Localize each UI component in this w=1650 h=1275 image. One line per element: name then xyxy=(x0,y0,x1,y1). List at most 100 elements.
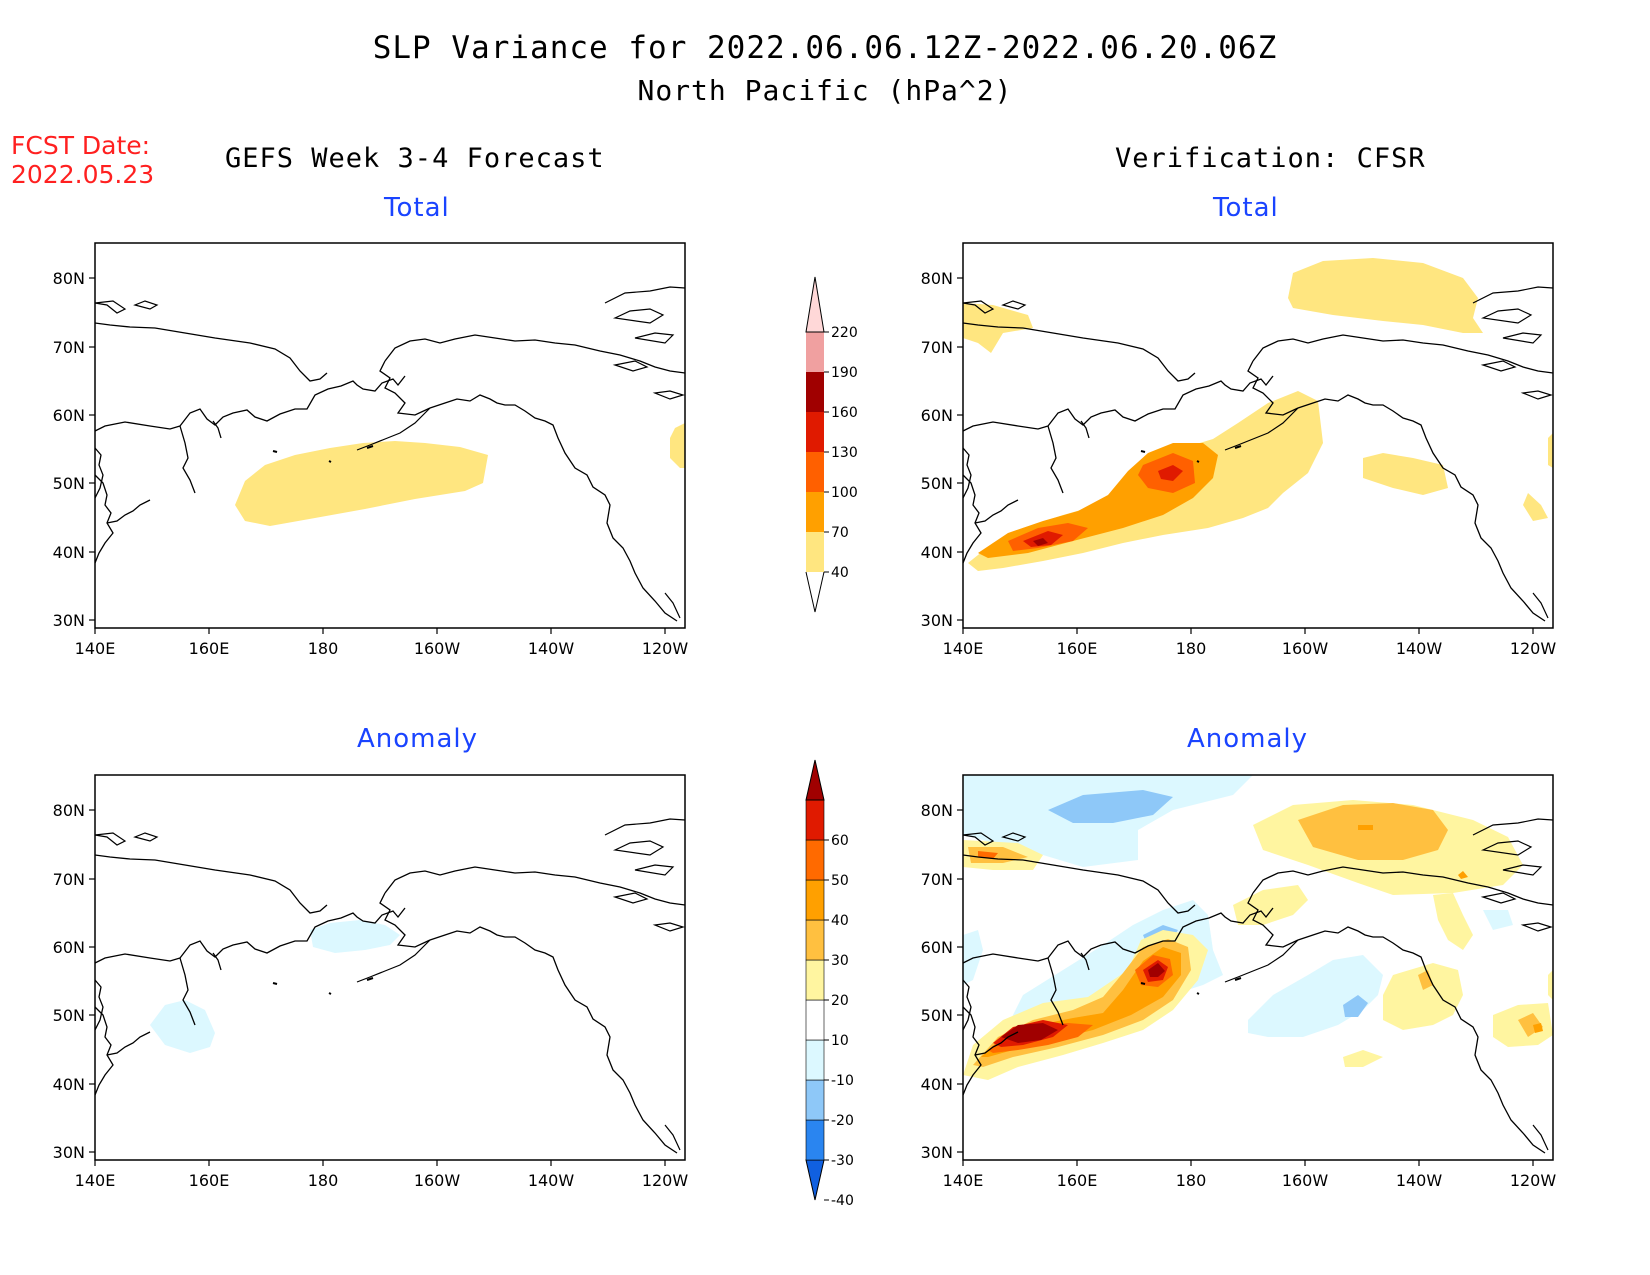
lon-tick-label: 160W xyxy=(414,639,461,658)
colorbar-anomaly-label: 10 xyxy=(831,1033,849,1049)
colorbar-anomaly-swatch xyxy=(805,919,825,961)
lon-tick-label: 160W xyxy=(1282,1171,1329,1190)
main-subtitle: North Pacific (hPa^2) xyxy=(637,74,1013,107)
lat-tick-label: 40N xyxy=(921,543,953,562)
lat-tick-label: 40N xyxy=(53,1075,85,1094)
colorbar-anomaly-label: -40 xyxy=(831,1193,854,1209)
lat-tick-label: 50N xyxy=(921,474,953,493)
lat-tick-label: 70N xyxy=(921,338,953,357)
lon-tick-label: 160E xyxy=(1057,1171,1098,1190)
colorbar-total-swatch xyxy=(806,372,824,412)
lon-tick-label: 160E xyxy=(189,1171,230,1190)
colorbar-total-swatch xyxy=(806,412,824,452)
lat-tick-label: 80N xyxy=(921,801,953,820)
lat-tick-label: 40N xyxy=(921,1075,953,1094)
lon-tick-label: 140E xyxy=(943,639,984,658)
colorbar-anomaly-swatch xyxy=(805,999,825,1041)
colorbar-anomaly-bottom-arrow xyxy=(805,1159,825,1201)
colorbar-total-bottom-arrow xyxy=(805,571,825,613)
colorbar-anomaly-label: 30 xyxy=(831,953,849,969)
panel-title-verification-anomaly: Anomaly xyxy=(1187,724,1309,754)
lat-tick-label: 80N xyxy=(53,269,85,288)
colorbar-anomaly-label: 60 xyxy=(831,833,849,849)
colorbar-total-swatch xyxy=(806,532,824,572)
lon-tick-label: 120W xyxy=(1510,1171,1557,1190)
lon-tick-label: 120W xyxy=(642,639,689,658)
main-title: SLP Variance for 2022.06.06.12Z-2022.06.… xyxy=(372,30,1278,66)
lon-tick-label: 180 xyxy=(308,639,339,658)
lon-tick-label: 160W xyxy=(1282,639,1329,658)
lon-tick-label: 160W xyxy=(414,1171,461,1190)
lat-tick-label: 50N xyxy=(53,1006,85,1025)
colorbar-total-label: 220 xyxy=(831,325,858,341)
colorbar-anomaly-top-arrow xyxy=(805,759,825,801)
colorbar-total-top-arrow xyxy=(805,276,825,333)
lon-tick-label: 180 xyxy=(1176,1171,1207,1190)
lat-tick-label: 60N xyxy=(53,406,85,425)
lat-tick-label: 60N xyxy=(921,938,953,957)
colorbar-total-label: 160 xyxy=(831,405,858,421)
lat-tick-label: 80N xyxy=(53,801,85,820)
lat-tick-label: 30N xyxy=(921,611,953,630)
colorbar-total-swatch xyxy=(806,452,824,492)
lon-tick-label: 180 xyxy=(1176,639,1207,658)
colorbar-anomaly-label: 40 xyxy=(831,913,849,929)
fcst-date-value: 2022.05.23 xyxy=(11,160,155,189)
panel-title-forecast-total: Total xyxy=(384,193,450,223)
colorbar-total-label: 130 xyxy=(831,445,858,461)
axis-labels: 140E 160E 180 160W 140W 120W 80N 70N 60N 50N 40N 30… xyxy=(53,269,1557,1190)
lat-tick-label: 50N xyxy=(53,474,85,493)
lon-tick-label: 140W xyxy=(1396,639,1443,658)
colorbar-anomaly-label: -30 xyxy=(831,1153,854,1169)
map-forecast-total xyxy=(94,242,686,629)
forecast-header: GEFS Week 3-4 Forecast xyxy=(225,143,605,174)
panel-title-verification-total: Total xyxy=(1213,193,1279,223)
colorbar-anomaly-label: 50 xyxy=(831,873,849,889)
lat-tick-label: 70N xyxy=(921,870,953,889)
lon-tick-label: 160E xyxy=(189,639,230,658)
colorbar-anomaly: -40 -30 -20 -10 10 20 30 40 50 60 xyxy=(805,759,854,1209)
map-verification-anomaly xyxy=(962,774,1554,1161)
lon-tick-label: 160E xyxy=(1057,639,1098,658)
colorbar-total-label: 190 xyxy=(831,365,858,381)
lon-tick-label: 180 xyxy=(308,1171,339,1190)
fcst-date-label: FCST Date: xyxy=(11,131,151,160)
colorbar-total-swatch xyxy=(806,332,824,372)
lon-tick-label: 140W xyxy=(528,639,575,658)
map-verification-total xyxy=(962,242,1554,629)
lon-tick-label: 120W xyxy=(642,1171,689,1190)
lat-tick-label: 30N xyxy=(921,1143,953,1162)
colorbar-anomaly-label: 20 xyxy=(831,993,849,1009)
colorbar-anomaly-swatch xyxy=(805,839,825,881)
lat-tick-label: 60N xyxy=(921,406,953,425)
colorbar-total-label: 40 xyxy=(831,565,849,581)
lon-tick-label: 140E xyxy=(943,1171,984,1190)
colorbar-anomaly-swatch xyxy=(805,1039,825,1081)
lon-tick-label: 140E xyxy=(75,639,116,658)
lon-tick-label: 140W xyxy=(528,1171,575,1190)
colorbar-anomaly-swatch xyxy=(805,1079,825,1121)
lat-tick-label: 80N xyxy=(921,269,953,288)
lat-tick-label: 70N xyxy=(53,870,85,889)
map-forecast-anomaly xyxy=(94,774,686,1161)
panel-title-forecast-anomaly: Anomaly xyxy=(357,724,479,754)
colorbar-anomaly-swatch xyxy=(805,959,825,1001)
colorbar-anomaly-label: -10 xyxy=(831,1073,854,1089)
lat-tick-label: 30N xyxy=(53,611,85,630)
colorbar-anomaly-swatch xyxy=(805,1119,825,1161)
lon-tick-label: 140E xyxy=(75,1171,116,1190)
colorbar-anomaly-label: -20 xyxy=(831,1113,854,1129)
colorbar-anomaly-swatch xyxy=(805,799,825,841)
lat-tick-label: 40N xyxy=(53,543,85,562)
colorbar-total-swatch xyxy=(806,492,824,532)
lat-tick-label: 50N xyxy=(921,1006,953,1025)
lat-tick-label: 60N xyxy=(53,938,85,957)
lat-tick-label: 30N xyxy=(53,1143,85,1162)
colorbar-total: 40 70 100 130 160 190 220 xyxy=(805,276,858,613)
lat-tick-label: 70N xyxy=(53,338,85,357)
colorbar-total-label: 100 xyxy=(831,485,858,501)
colorbar-total-label: 70 xyxy=(831,525,849,541)
lon-tick-label: 120W xyxy=(1510,639,1557,658)
lon-tick-label: 140W xyxy=(1396,1171,1443,1190)
